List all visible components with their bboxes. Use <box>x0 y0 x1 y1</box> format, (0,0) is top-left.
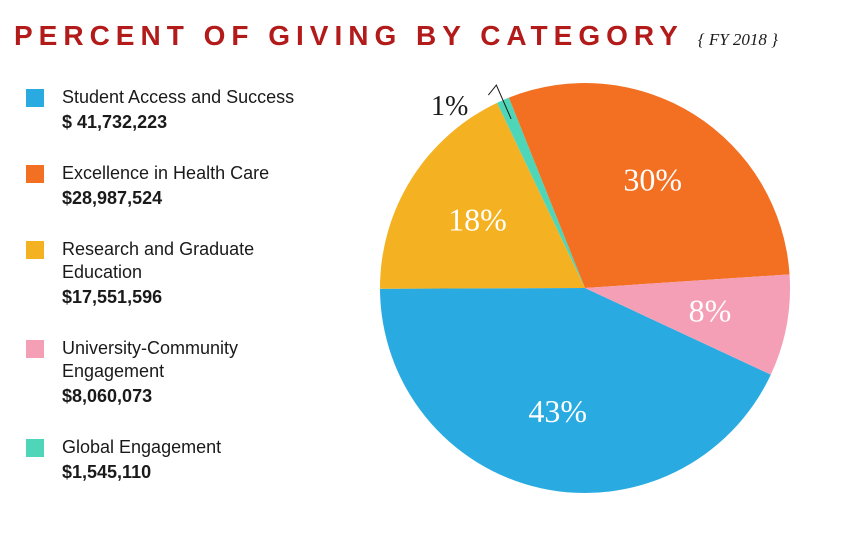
legend-label: Research and Graduate Education <box>62 238 322 284</box>
legend-amount: $17,551,596 <box>62 286 322 309</box>
legend-amount: $1,545,110 <box>62 461 221 484</box>
pie-slice-label: 8% <box>689 292 732 328</box>
legend-item: Research and Graduate Education$17,551,5… <box>26 238 322 309</box>
chart-subtitle: { FY 2018 } <box>698 30 778 50</box>
pie-slice-label: 18% <box>448 201 507 237</box>
legend-item: Student Access and Success$ 41,732,223 <box>26 86 322 134</box>
legend-swatch <box>26 241 44 259</box>
legend-amount: $8,060,073 <box>62 385 322 408</box>
legend-label: University-Community Engagement <box>62 337 322 383</box>
legend-text: Excellence in Health Care$28,987,524 <box>62 162 269 210</box>
pie-slice-label: 30% <box>623 161 682 197</box>
chart-title: PERCENT OF GIVING BY CATEGORY <box>14 20 684 52</box>
legend-item: University-Community Engagement$8,060,07… <box>26 337 322 408</box>
legend-label: Excellence in Health Care <box>62 162 269 185</box>
legend-label: Global Engagement <box>62 436 221 459</box>
legend-label: Student Access and Success <box>62 86 294 109</box>
legend-item: Excellence in Health Care$28,987,524 <box>26 162 322 210</box>
legend-text: Global Engagement$1,545,110 <box>62 436 221 484</box>
legend-text: Student Access and Success$ 41,732,223 <box>62 86 294 134</box>
legend-text: Research and Graduate Education$17,551,5… <box>62 238 322 309</box>
pie-slice-label: 1% <box>431 91 468 122</box>
chart-legend: Student Access and Success$ 41,732,223 Ex… <box>12 80 322 512</box>
legend-swatch <box>26 89 44 107</box>
legend-swatch <box>26 340 44 358</box>
legend-text: University-Community Engagement$8,060,07… <box>62 337 322 408</box>
pie-chart-wrap: 43% 18% 1% 30% 8% <box>332 80 838 520</box>
chart-content: Student Access and Success$ 41,732,223 Ex… <box>12 80 838 520</box>
pie-slice-label: 43% <box>528 393 587 429</box>
legend-swatch <box>26 165 44 183</box>
legend-amount: $28,987,524 <box>62 187 269 210</box>
page-root: PERCENT OF GIVING BY CATEGORY { FY 2018 … <box>0 0 850 557</box>
legend-swatch <box>26 439 44 457</box>
legend-item: Global Engagement$1,545,110 <box>26 436 322 484</box>
chart-header: PERCENT OF GIVING BY CATEGORY { FY 2018 … <box>14 20 838 52</box>
pie-chart-svg: 43% 18% 1% 30% 8% <box>335 74 835 534</box>
legend-amount: $ 41,732,223 <box>62 111 294 134</box>
